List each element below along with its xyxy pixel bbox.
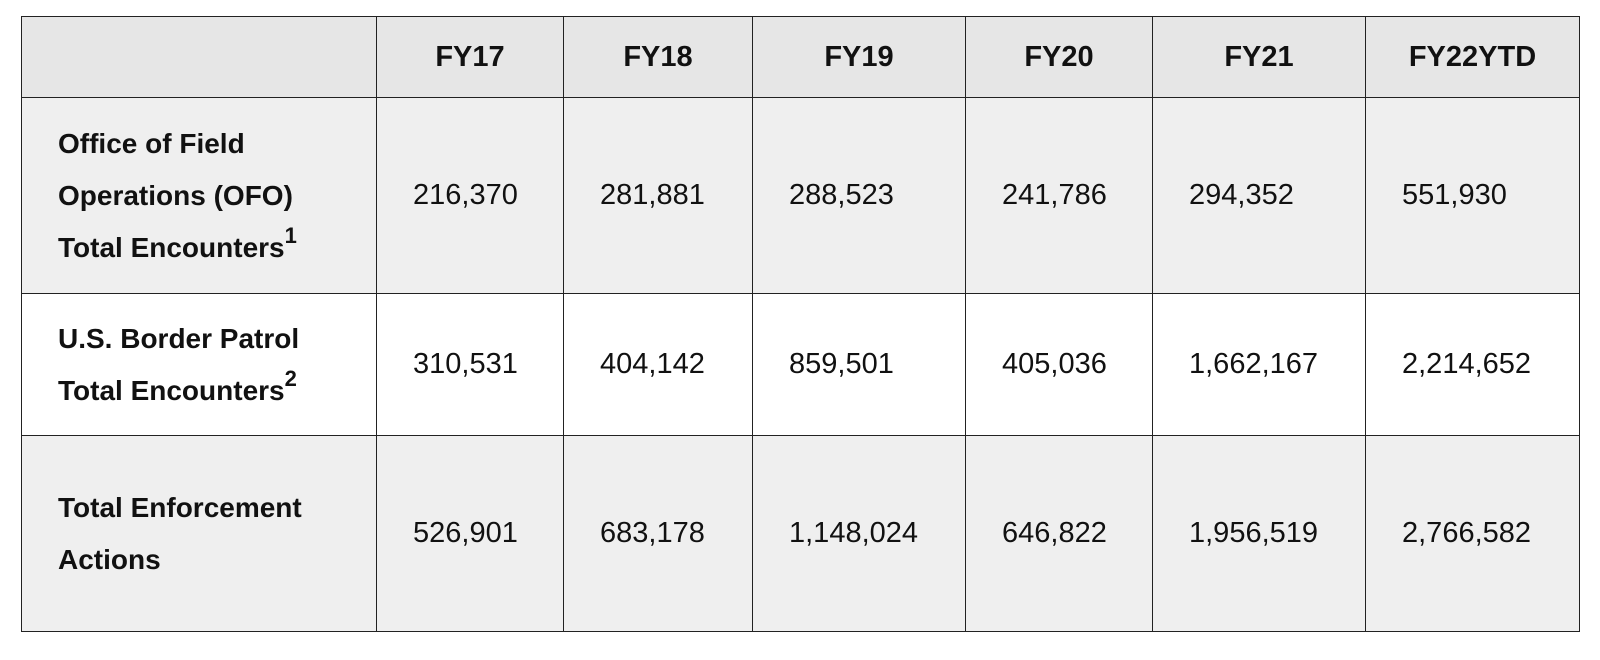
- column-header: FY18: [563, 16, 753, 98]
- value-cell: 1,148,024: [752, 435, 966, 632]
- value-cell: 526,901: [376, 435, 564, 632]
- header-row: FY17 FY18 FY19 FY20 FY21 FY22YTD: [21, 16, 1580, 98]
- column-header: FY21: [1152, 16, 1366, 98]
- value-cell: 646,822: [965, 435, 1153, 632]
- value-cell: 281,881: [563, 97, 753, 294]
- value-cell: 2,214,652: [1365, 293, 1580, 436]
- row-label-cell: Office of Field Operations (OFO) Total E…: [21, 97, 377, 294]
- table-row: Office of Field Operations (OFO) Total E…: [21, 97, 1580, 294]
- value-cell: 310,531: [376, 293, 564, 436]
- row-label: U.S. Border Patrol Total Encounters: [58, 322, 300, 406]
- corner-cell: [21, 16, 377, 98]
- value-cell: 294,352: [1152, 97, 1366, 294]
- column-header: FY17: [376, 16, 564, 98]
- value-cell: 551,930: [1365, 97, 1580, 294]
- value-cell: 216,370: [376, 97, 564, 294]
- row-label: Total Enforcement Actions: [58, 491, 302, 575]
- table-row: Total Enforcement Actions 526,901 683,178 1…: [21, 435, 1580, 632]
- column-header: FY19: [752, 16, 966, 98]
- value-cell: 1,662,167: [1152, 293, 1366, 436]
- value-cell: 404,142: [563, 293, 753, 436]
- value-cell: 288,523: [752, 97, 966, 294]
- row-label: Office of Field Operations (OFO) Total E…: [58, 127, 293, 263]
- footnote-marker: 2: [284, 365, 297, 391]
- row-label-cell: U.S. Border Patrol Total Encounters2: [21, 293, 377, 436]
- column-header: FY22YTD: [1365, 16, 1580, 98]
- value-cell: 405,036: [965, 293, 1153, 436]
- column-header: FY20: [965, 16, 1153, 98]
- footnote-marker: 1: [284, 222, 297, 248]
- row-label-cell: Total Enforcement Actions: [21, 435, 377, 632]
- value-cell: 683,178: [563, 435, 753, 632]
- value-cell: 859,501: [752, 293, 966, 436]
- value-cell: 1,956,519: [1152, 435, 1366, 632]
- value-cell: 2,766,582: [1365, 435, 1580, 632]
- table-row: U.S. Border Patrol Total Encounters2 310,…: [21, 293, 1580, 436]
- data-table: FY17 FY18 FY19 FY20 FY21 FY22YTD Office of Fi…: [21, 16, 1580, 632]
- value-cell: 241,786: [965, 97, 1153, 294]
